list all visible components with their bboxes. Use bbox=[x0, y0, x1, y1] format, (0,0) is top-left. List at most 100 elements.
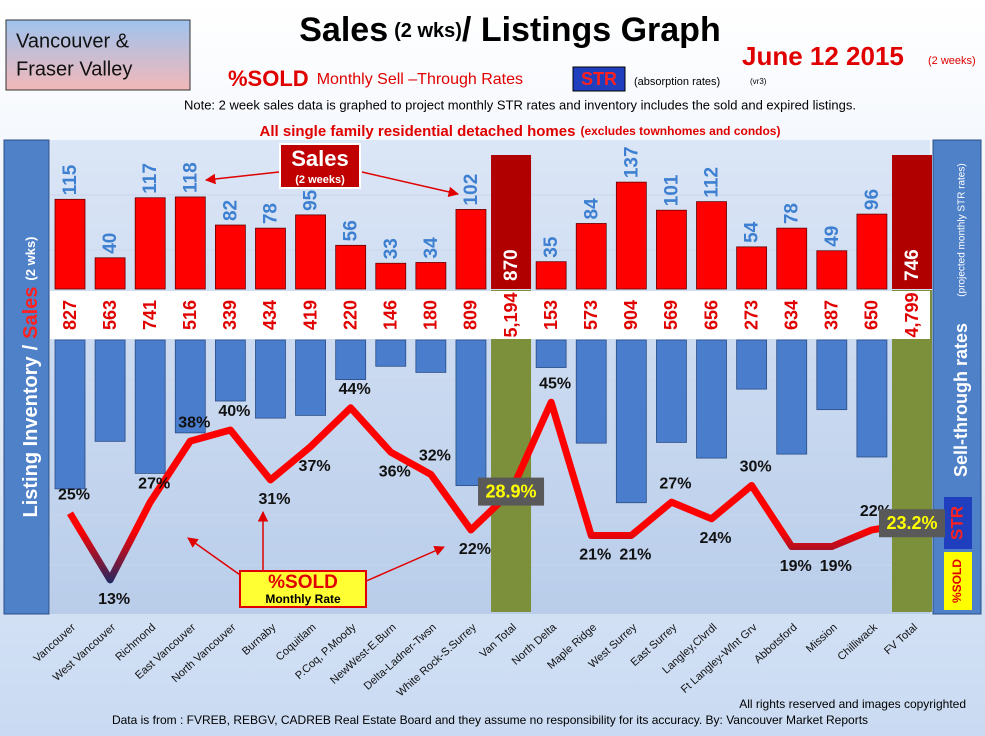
listing-label: 273 bbox=[741, 300, 761, 330]
region-line: Vancouver & bbox=[16, 30, 130, 52]
listing-bar bbox=[776, 339, 808, 455]
source: Data is from : FVREB, REBGV, CADREB Real… bbox=[112, 713, 868, 727]
listing-label: 741 bbox=[140, 300, 160, 330]
sales-bar bbox=[736, 246, 768, 290]
sales-label: 118 bbox=[180, 162, 201, 193]
sales-label: 49 bbox=[822, 226, 843, 247]
sales-label: 870 bbox=[501, 249, 522, 281]
str-label: 37% bbox=[299, 458, 331, 475]
sales-label: 78 bbox=[782, 203, 803, 224]
sales-label: 117 bbox=[140, 163, 161, 194]
sales-bar bbox=[696, 201, 727, 290]
y-label-box bbox=[3, 139, 50, 615]
y-label-part: (2 wks) bbox=[23, 236, 38, 280]
scope-part: (excludes townhomes and condos) bbox=[580, 124, 780, 138]
listing-bar-broken bbox=[491, 290, 532, 612]
listing-label: 5,194 bbox=[501, 292, 521, 337]
sales-label: 112 bbox=[702, 167, 723, 198]
sales-bar-broken bbox=[491, 155, 532, 289]
sales-bar bbox=[816, 250, 848, 290]
sales-label: 56 bbox=[341, 220, 362, 241]
sales-bar-broken bbox=[892, 155, 932, 289]
scope-part: All single family residential detached h… bbox=[260, 123, 576, 140]
sales-bar bbox=[54, 198, 86, 290]
listing-label: 516 bbox=[180, 300, 200, 330]
listing-label: 419 bbox=[300, 300, 320, 330]
str-total-box bbox=[879, 509, 945, 538]
str-label: 19% bbox=[820, 558, 852, 575]
sales-label: 54 bbox=[742, 221, 763, 243]
sales-callout-note: (2 weeks) bbox=[295, 174, 345, 186]
sales-bar bbox=[375, 262, 407, 290]
sales-label: 102 bbox=[461, 174, 482, 206]
listing-bar bbox=[375, 339, 407, 367]
sales-bar bbox=[415, 262, 447, 290]
sales-bar bbox=[776, 227, 808, 290]
callouts bbox=[187, 143, 460, 608]
sales-bar bbox=[134, 197, 166, 290]
listing-bar bbox=[696, 339, 727, 459]
listing-bar bbox=[615, 339, 647, 504]
str-label: 45% bbox=[539, 375, 571, 392]
listing-bar bbox=[656, 339, 687, 443]
str-label: 21% bbox=[619, 547, 651, 564]
str-label: 19% bbox=[780, 558, 812, 575]
sales-label: 95 bbox=[301, 189, 322, 211]
scope: All single family residential detached h… bbox=[260, 123, 781, 140]
listing-label: 180 bbox=[421, 300, 441, 330]
value-band bbox=[50, 291, 930, 339]
sales-bar bbox=[575, 223, 607, 290]
sold-callout: %SOLD bbox=[268, 572, 338, 593]
listing-label: 339 bbox=[220, 300, 240, 330]
listing-bar bbox=[214, 339, 246, 402]
sales-bar bbox=[174, 196, 206, 290]
y-label-part: / bbox=[20, 344, 42, 350]
listing-bar bbox=[134, 339, 166, 474]
sales-bar bbox=[455, 209, 487, 290]
listing-label: 434 bbox=[260, 300, 280, 330]
listing-bar bbox=[535, 339, 567, 368]
y-axis-label: Listing Inventory / Sales (2 wks) bbox=[20, 236, 42, 517]
date: June 12 2015 bbox=[742, 41, 904, 71]
title-part: / Listings Graph bbox=[462, 11, 721, 49]
date-note: (2 weeks) bbox=[928, 55, 976, 67]
subtitle: %SOLD Monthly Sell –Through Rates bbox=[228, 66, 523, 91]
sales-label: 137 bbox=[621, 146, 642, 178]
subtitle-part: Monthly Sell –Through Rates bbox=[317, 71, 523, 88]
region-box bbox=[5, 19, 191, 91]
listing-bar bbox=[295, 339, 326, 416]
sales-bar bbox=[255, 227, 286, 290]
listing-bar bbox=[736, 339, 768, 390]
listing-bar bbox=[255, 339, 286, 419]
str-label: 32% bbox=[419, 448, 451, 465]
str-label: 25% bbox=[58, 486, 90, 503]
listing-bar bbox=[415, 339, 447, 373]
str-line bbox=[67, 398, 913, 584]
str-label: 27% bbox=[659, 475, 691, 492]
listing-label: 387 bbox=[822, 300, 842, 330]
sales-label: 33 bbox=[381, 238, 402, 259]
listing-bar-broken bbox=[892, 290, 932, 612]
sales-bar bbox=[335, 244, 367, 290]
listing-label: 220 bbox=[340, 300, 360, 330]
sales-bar bbox=[856, 213, 888, 290]
sales-bar bbox=[94, 257, 126, 290]
str-total-box bbox=[478, 477, 545, 506]
listing-label: 827 bbox=[60, 300, 80, 330]
sales-bar bbox=[535, 261, 567, 290]
sales-bar bbox=[656, 209, 687, 290]
chart-title: Sales (2 wks)/ Listings Graph bbox=[299, 11, 720, 49]
listing-bar bbox=[335, 339, 367, 380]
str-label: 21% bbox=[579, 547, 611, 564]
right-label-note: (projected monthly STR rates) bbox=[957, 163, 968, 296]
listing-bar bbox=[575, 339, 607, 444]
marks: 115 40 117 118 82 78 95 56 33 34 102 870 35 84 137 101 1… bbox=[31, 146, 945, 699]
str-total-label: 23.2% bbox=[886, 513, 937, 533]
sold-badge bbox=[944, 552, 972, 610]
sold-callout-note: Monthly Rate bbox=[265, 592, 341, 606]
sales-bar bbox=[615, 181, 647, 290]
sales-label: 746 bbox=[902, 249, 923, 281]
listing-label: 904 bbox=[621, 300, 641, 330]
listing-label: 809 bbox=[461, 300, 481, 330]
